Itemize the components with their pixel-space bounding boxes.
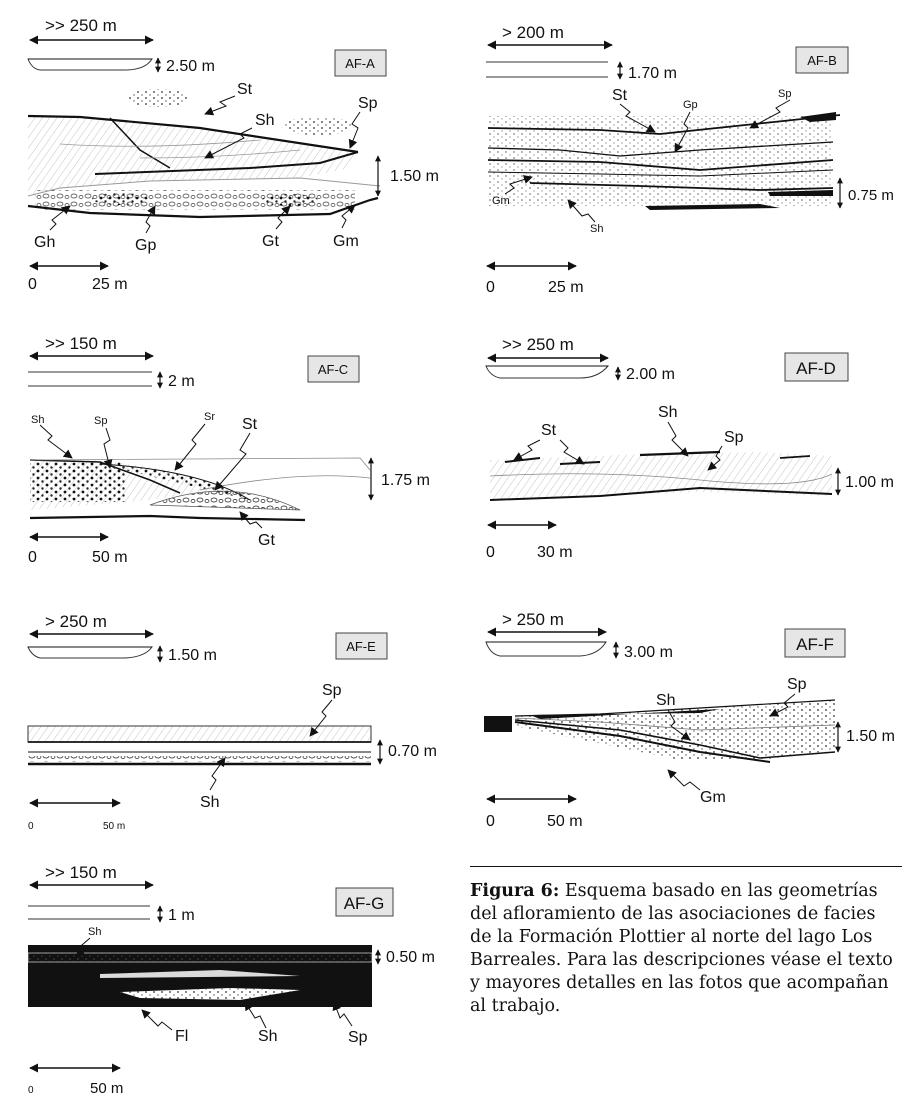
thickness-label: 3.00 m	[624, 644, 673, 661]
panel-id-label: AF-F	[796, 635, 834, 654]
facies-gm: Gm	[333, 233, 359, 250]
width-label: >> 250 m	[45, 16, 117, 35]
facies-sp: Sp	[348, 1029, 368, 1046]
facies-st: St	[242, 416, 258, 433]
panel-af-f: > 250 m 3.00 m AF-F 1.50 m Sh Sp Gm 0 50…	[484, 610, 895, 830]
panel-af-a: >> 250 m 2.50 m AF-A 1.50 m St Sh Sp Gh	[27, 16, 439, 293]
facies-gm: Gm	[700, 789, 726, 806]
facies-sh: Sh	[590, 223, 603, 235]
facies-sp: Sp	[787, 676, 807, 693]
panel-id-label: AF-D	[796, 359, 836, 378]
panel-af-c: >> 150 m 2 m AF-C 1.75 m Sh Sp Sr St Gt …	[28, 334, 430, 566]
panel-id-label: AF-A	[345, 56, 375, 71]
panel-id-label: AF-B	[807, 53, 837, 68]
facies-gh: Gh	[34, 234, 55, 251]
facies-gp: Gp	[135, 237, 156, 254]
facies-gm: Gm	[492, 195, 510, 207]
section-thickness-label: 1.00 m	[845, 474, 894, 491]
thickness-label: 2 m	[168, 373, 195, 390]
thickness-label: 1.50 m	[168, 647, 217, 664]
section-thickness-label: 0.75 m	[848, 187, 894, 204]
facies-st: St	[541, 422, 557, 439]
panel-af-e: > 250 m 1.50 m AF-E 0.70 m Sp Sh 0 50 m	[27, 612, 437, 832]
width-label: >> 250 m	[502, 335, 574, 354]
scale-zero: 0	[486, 813, 495, 830]
scale-label: 25 m	[92, 276, 128, 293]
scale-zero: 0	[28, 276, 37, 293]
thickness-label: 1.70 m	[628, 65, 677, 82]
facies-sp: Sp	[724, 429, 744, 446]
facies-sh: Sh	[258, 1028, 278, 1045]
facies-sr: Sr	[204, 411, 215, 423]
section-thickness-label: 1.50 m	[846, 728, 895, 745]
facies-gp: Gp	[683, 99, 698, 111]
facies-sh: Sh	[658, 404, 678, 421]
panel-af-g: >> 150 m 1 m AF-G 0.50 m Sh Fl Sh Sp 0 5…	[27, 863, 435, 1097]
thickness-label: 1 m	[168, 907, 195, 924]
facies-st: St	[612, 87, 628, 104]
caption-label: Figura 6:	[470, 881, 560, 901]
section-thickness-label: 1.75 m	[381, 472, 430, 489]
scale-label: 25 m	[548, 279, 584, 296]
caption-text: Esquema basado en las geometrías del afl…	[470, 881, 893, 1016]
width-label: > 250 m	[502, 610, 564, 629]
facies-fl: Fl	[175, 1028, 188, 1045]
scale-zero: 0	[28, 821, 34, 832]
width-label: >> 150 m	[45, 863, 117, 882]
panel-id-label: AF-E	[346, 639, 376, 654]
scale-zero: 0	[486, 279, 495, 296]
facies-sh: Sh	[255, 112, 275, 129]
scale-label: 50 m	[92, 549, 128, 566]
facies-sp: Sp	[778, 88, 791, 100]
section-thickness-label: 1.50 m	[390, 168, 439, 185]
facies-sh: Sh	[200, 794, 220, 811]
scale-label: 50 m	[103, 821, 125, 832]
scale-zero: 0	[486, 544, 495, 561]
scale-zero: 0	[28, 1085, 34, 1096]
scale-label: 30 m	[537, 544, 573, 561]
panel-id-label: AF-C	[318, 362, 348, 377]
thickness-label: 2.50 m	[166, 58, 215, 75]
panel-id-label: AF-G	[344, 894, 385, 913]
facies-gt: Gt	[258, 532, 275, 549]
width-label: >> 150 m	[45, 334, 117, 353]
figure-caption: Figura 6: Esquema basado en las geometrí…	[470, 880, 902, 1018]
facies-sp: Sp	[322, 682, 342, 699]
facies-sh-top: Sh	[88, 926, 101, 938]
width-label: > 250 m	[45, 612, 107, 631]
thickness-label: 2.00 m	[626, 366, 675, 383]
section-thickness-label: 0.70 m	[388, 743, 437, 760]
section-thickness-label: 0.50 m	[386, 949, 435, 966]
facies-sh: Sh	[31, 414, 44, 426]
scale-label: 50 m	[547, 813, 583, 830]
scale-label: 50 m	[90, 1080, 123, 1097]
facies-sp: Sp	[358, 95, 378, 112]
caption-rule	[470, 866, 902, 867]
facies-gt: Gt	[262, 233, 279, 250]
facies-sh: Sh	[656, 692, 676, 709]
facies-st: St	[237, 81, 253, 98]
width-label: > 200 m	[502, 23, 564, 42]
panel-af-b: > 200 m 1.70 m AF-B 0.75 m St Gp Sp Gm S…	[486, 23, 894, 296]
panel-af-d: >> 250 m 2.00 m AF-D 1.00 m St Sh Sp 0 3…	[485, 335, 894, 561]
scale-zero: 0	[28, 549, 37, 566]
facies-sp: Sp	[94, 415, 107, 427]
